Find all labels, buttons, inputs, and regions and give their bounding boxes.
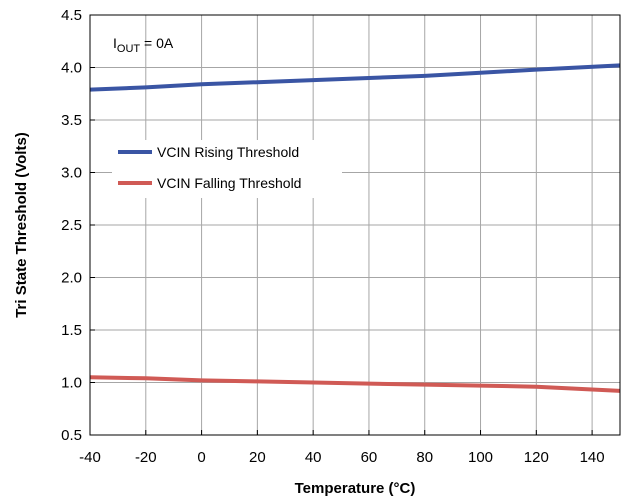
legend: VCIN Rising Threshold VCIN Falling Thres…	[112, 140, 342, 198]
y-tick-label: 0.5	[61, 427, 82, 444]
y-tick-label: 4.0	[61, 60, 82, 77]
annotation-subscript: OUT	[117, 43, 141, 55]
y-tick-label: 3.0	[61, 165, 82, 182]
annotation-suffix: = 0A	[140, 35, 174, 51]
y-tick-label: 3.5	[61, 112, 82, 129]
y-tick-label: 1.5	[61, 322, 82, 339]
x-axis-title: Temperature (°C)	[295, 480, 416, 497]
x-tick-label: 20	[249, 449, 266, 466]
y-tick-label: 2.0	[61, 270, 82, 287]
x-tick-label: 80	[416, 449, 433, 466]
y-tick-label: 1.0	[61, 375, 82, 392]
x-tick-labels: -40 -20 0 20 40 60 80 100 120 140	[79, 449, 604, 466]
annotation-main: I	[113, 35, 117, 51]
y-tick-labels: 0.5 1.0 1.5 2.0 2.5 3.0 3.5 4.0 4.5	[61, 7, 82, 444]
x-tick-label: -20	[135, 449, 157, 466]
legend-label-rising: VCIN Rising Threshold	[157, 144, 299, 160]
y-axis-title: Tri State Threshold (Volts)	[13, 132, 30, 318]
tick-marks	[89, 14, 593, 436]
y-tick-label: 2.5	[61, 217, 82, 234]
series-line-falling	[89, 375, 621, 393]
legend-background	[112, 140, 342, 198]
x-tick-label: 40	[305, 449, 322, 466]
y-tick-label: 4.5	[61, 7, 82, 24]
legend-label-falling: VCIN Falling Threshold	[157, 175, 301, 191]
x-tick-label: 60	[361, 449, 378, 466]
x-tick-label: 100	[468, 449, 493, 466]
x-tick-label: -40	[79, 449, 101, 466]
x-tick-label: 0	[197, 449, 205, 466]
x-tick-label: 140	[580, 449, 605, 466]
series-lines	[89, 63, 621, 393]
x-tick-label: 120	[524, 449, 549, 466]
series-line-rising	[89, 63, 621, 92]
grid	[90, 15, 620, 435]
iout-annotation: IOUT = 0A	[113, 35, 174, 55]
